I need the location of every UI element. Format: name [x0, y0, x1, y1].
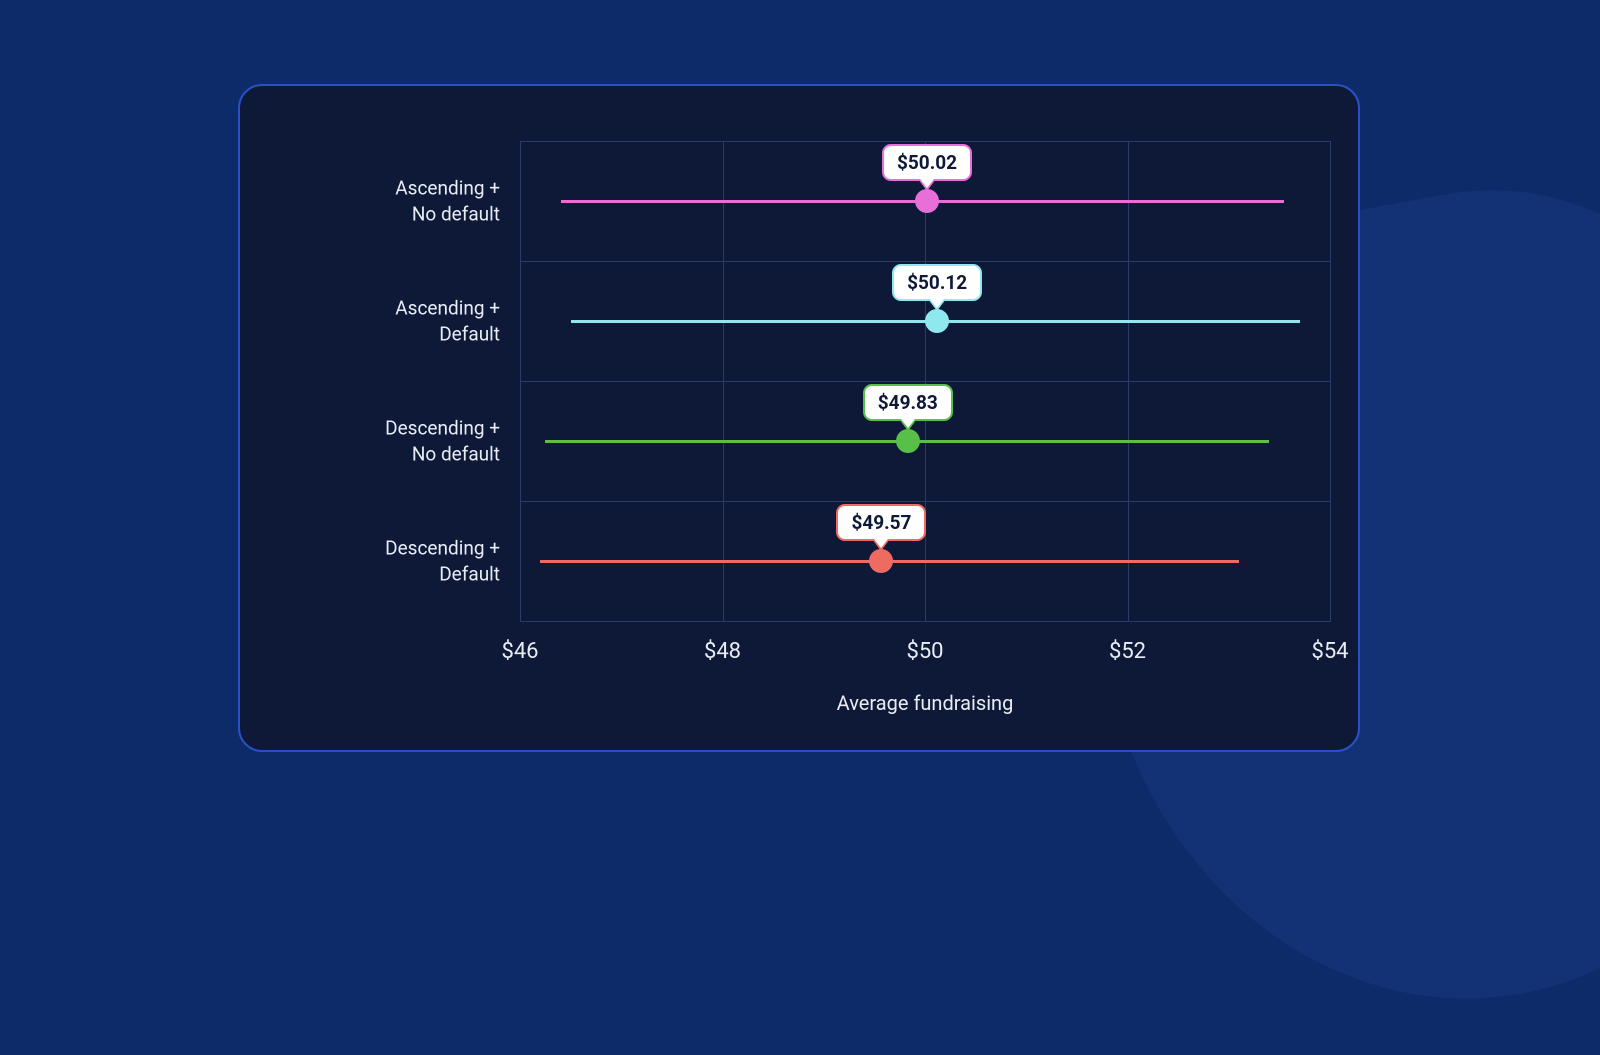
- value-badge: $50.02: [882, 144, 972, 181]
- grid-horizontal: [520, 381, 1331, 382]
- y-category-label: Ascending + Default: [395, 295, 500, 346]
- x-tick-label: $48: [704, 639, 741, 664]
- series-point: [869, 549, 893, 573]
- series-point: [896, 429, 920, 453]
- value-badge: $49.57: [836, 504, 926, 541]
- y-category-label: Ascending + No default: [395, 175, 500, 226]
- grid-horizontal: [520, 621, 1331, 622]
- value-badge: $49.83: [863, 384, 953, 421]
- x-tick-label: $54: [1311, 639, 1348, 664]
- series-point: [925, 309, 949, 333]
- x-tick-label: $50: [906, 639, 943, 664]
- y-category-label: Descending + Default: [385, 535, 500, 586]
- series-point: [915, 189, 939, 213]
- grid-horizontal: [520, 501, 1331, 502]
- y-category-label: Descending + No default: [385, 415, 500, 466]
- x-tick-label: $46: [501, 639, 538, 664]
- value-badge: $50.12: [892, 264, 982, 301]
- chart-card: Average fundraising $46 $48 $50 $52 $54 Ascen…: [238, 84, 1360, 752]
- plot-area: Average fundraising $46$48$50$52$54Ascen…: [520, 141, 1330, 621]
- x-axis-label: Average fundraising: [837, 691, 1014, 715]
- x-tick-label: $52: [1109, 639, 1146, 664]
- grid-horizontal: [520, 261, 1331, 262]
- grid-horizontal: [520, 141, 1331, 142]
